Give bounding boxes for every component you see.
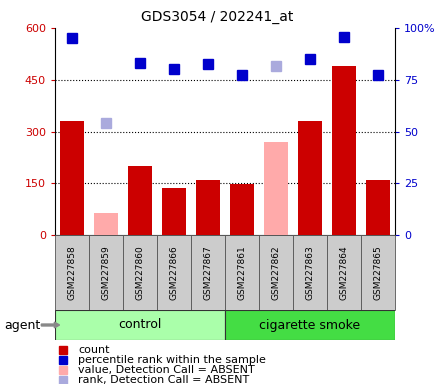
Bar [55,310,224,340]
Bar [263,142,287,235]
Bar [128,166,151,235]
Text: value, Detection Call = ABSENT: value, Detection Call = ABSENT [78,365,255,375]
Text: percentile rank within the sample: percentile rank within the sample [78,355,266,365]
Text: GSM227865: GSM227865 [373,245,381,300]
Bar [331,66,355,235]
Bar [326,235,360,310]
Text: GSM227866: GSM227866 [169,245,178,300]
Text: agent: agent [4,318,40,331]
Text: rank, Detection Call = ABSENT: rank, Detection Call = ABSENT [78,375,249,384]
Bar [360,235,394,310]
Text: GSM227858: GSM227858 [67,245,76,300]
Bar [230,184,253,235]
Text: GSM227859: GSM227859 [101,245,110,300]
Bar [196,180,220,235]
Text: GSM227860: GSM227860 [135,245,144,300]
Bar [162,189,185,235]
Bar [293,235,326,310]
Bar [55,235,89,310]
Text: GSM227863: GSM227863 [305,245,314,300]
Bar [365,180,389,235]
Text: control: control [118,318,161,331]
Bar [297,121,321,235]
Bar [89,235,123,310]
Bar [224,310,394,340]
Text: GDS3054 / 202241_at: GDS3054 / 202241_at [141,10,293,23]
Text: GSM227861: GSM227861 [237,245,246,300]
Bar [123,235,157,310]
Text: cigarette smoke: cigarette smoke [259,318,360,331]
Bar [191,235,224,310]
Bar [224,235,258,310]
Bar [157,235,191,310]
Bar [60,121,84,235]
Text: GSM227867: GSM227867 [203,245,212,300]
Text: GSM227864: GSM227864 [339,245,348,300]
Text: count: count [78,344,110,354]
Bar [94,213,118,235]
Text: GSM227862: GSM227862 [271,245,280,300]
Bar [258,235,293,310]
